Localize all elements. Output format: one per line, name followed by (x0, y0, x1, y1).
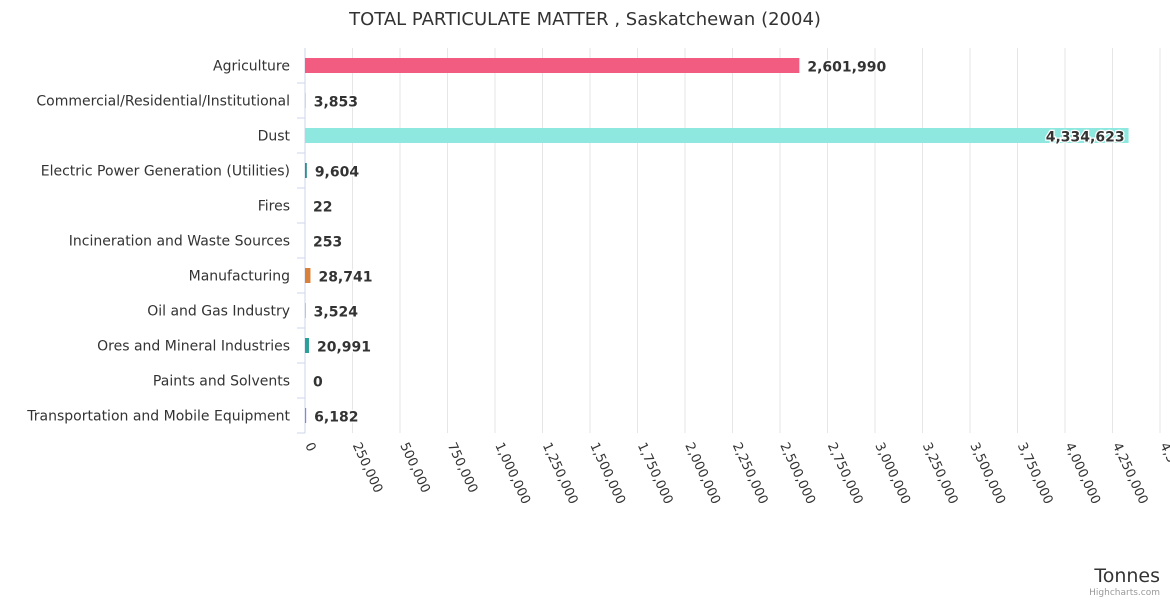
bar[interactable] (305, 338, 309, 353)
x-tick-label: 0 (301, 440, 318, 454)
value-labels: 2,601,990 3,853 4,334,623 9,604 22 253 28,741 3… (313, 60, 1125, 426)
value-label: 4,334,623 (1046, 130, 1125, 146)
credits-link[interactable]: Highcharts.com (1089, 588, 1160, 598)
x-tick-label: 3,000,000 (871, 440, 913, 506)
category-label: Oil and Gas Industry (147, 304, 290, 320)
value-label: 6,182 (314, 410, 358, 426)
x-tick-label: 1,000,000 (491, 440, 533, 506)
bar[interactable] (305, 268, 310, 283)
value-label: 22 (313, 200, 332, 216)
x-tick-label: 2,750,000 (824, 440, 866, 506)
value-label: 253 (313, 235, 342, 251)
x-tick-label: 2,500,000 (776, 440, 818, 506)
bar[interactable] (305, 163, 307, 178)
bar[interactable] (305, 303, 306, 318)
category-label: Electric Power Generation (Utilities) (41, 164, 290, 180)
x-tick-label: 250,000 (349, 440, 385, 495)
value-label: 9,604 (315, 165, 360, 181)
x-axis-title: Tonnes (1093, 565, 1160, 587)
grid-layer (297, 48, 1160, 433)
bar[interactable] (305, 93, 306, 108)
value-label: 3,524 (314, 305, 359, 321)
chart-title: TOTAL PARTICULATE MATTER , Saskatchewan … (348, 9, 821, 30)
x-tick-label: 750,000 (444, 440, 480, 495)
value-label: 20,991 (317, 340, 371, 356)
category-label: Agriculture (213, 59, 290, 75)
category-label: Manufacturing (189, 269, 290, 285)
category-label: Dust (258, 129, 291, 145)
x-tick-label: 3,500,000 (966, 440, 1008, 506)
bar[interactable] (305, 408, 306, 423)
value-label: 0 (313, 375, 323, 391)
value-label: 2,601,990 (807, 60, 886, 76)
x-tick-label: 3,750,000 (1014, 440, 1056, 506)
category-label: Paints and Solvents (153, 374, 290, 390)
x-tick-label: 1,750,000 (634, 440, 676, 506)
bars-layer (305, 58, 1129, 423)
x-tick-label: 4,250,000 (1109, 440, 1151, 506)
category-label: Ores and Mineral Industries (97, 339, 290, 355)
value-label: 28,741 (318, 270, 372, 286)
x-tick-label: 4,000,000 (1061, 440, 1103, 506)
x-tick-label: 2,000,000 (681, 440, 723, 506)
bar[interactable] (305, 128, 1129, 143)
category-label: Fires (258, 199, 290, 215)
x-tick-label: 3,250,000 (919, 440, 961, 506)
x-tick-label: 1,250,000 (539, 440, 581, 506)
x-tick-label: 4,500,000 (1156, 440, 1170, 506)
category-label: Transportation and Mobile Equipment (26, 409, 290, 425)
category-label: Commercial/Residential/Institutional (36, 94, 290, 110)
category-labels: Agriculture Commercial/Residential/Instit… (26, 59, 290, 425)
bar[interactable] (305, 58, 799, 73)
category-label: Incineration and Waste Sources (69, 234, 290, 250)
value-label: 3,853 (314, 95, 358, 111)
x-tick-label: 1,500,000 (586, 440, 628, 506)
x-tick-label: 2,250,000 (729, 440, 771, 506)
x-tick-label: 500,000 (396, 440, 432, 495)
